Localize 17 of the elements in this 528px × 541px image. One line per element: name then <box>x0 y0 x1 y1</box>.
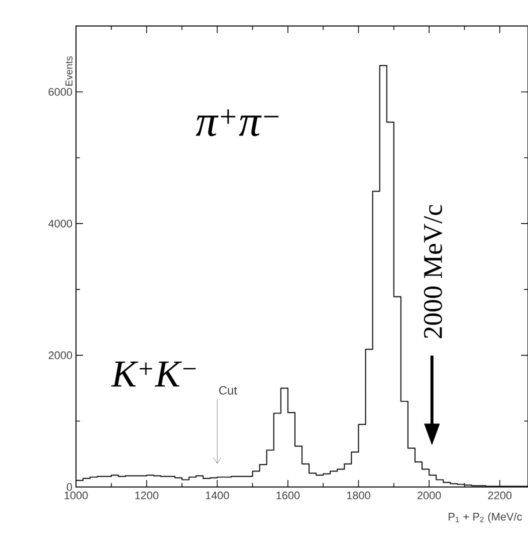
annotation: K$^{+}$K$^{−}$ <box>111 362 196 386</box>
x-tick-label: 1400 <box>206 492 229 500</box>
x-tick-label: 2200 <box>488 492 512 500</box>
y-tick-label: 4000 <box>48 220 72 228</box>
x-tick-label: 1600 <box>276 492 300 500</box>
annotation: π$^{+}$π$^{−}$ <box>196 109 278 136</box>
y-tick-label: 2000 <box>48 351 72 360</box>
x-tick-label: 1800 <box>347 492 370 500</box>
annotation: 2000 MeV/c <box>424 204 442 338</box>
y-tick-label: 6000 <box>48 88 72 96</box>
x-tick-label: 2000 <box>417 492 441 500</box>
x-tick-label: 1200 <box>135 492 158 500</box>
x-axis-title: P$_{1}$ + P$_{2}$ (MeV/c <box>448 512 522 523</box>
x-tick-label: 1000 <box>64 492 88 500</box>
annotation: Cut <box>219 386 238 395</box>
y-axis-title: Events <box>66 56 72 86</box>
y-tick-label: 0 <box>66 483 72 491</box>
